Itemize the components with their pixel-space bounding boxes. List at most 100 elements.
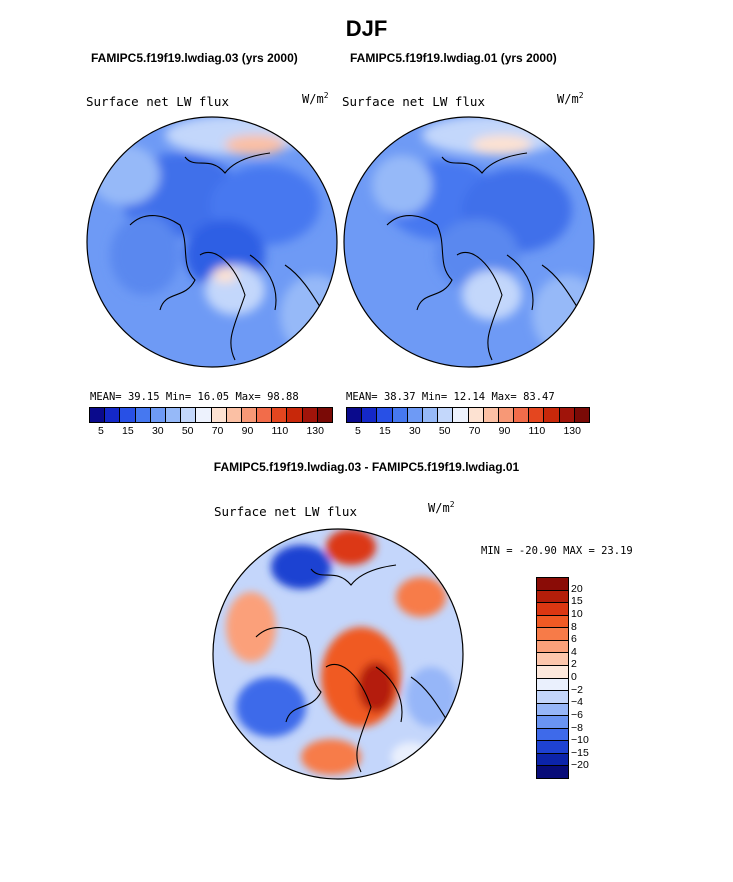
panel1-colorbar-ticks: 5 15 30 50 70 90 110 130 (98, 425, 324, 437)
panel1-colorbar-swatch (241, 408, 258, 422)
panel1-units: W/m2 (302, 91, 329, 106)
panel2-coastline-america (386, 215, 453, 311)
panel2-colorbar-swatch (498, 408, 515, 422)
panel2-colorbar-tick: 5 (355, 425, 361, 437)
diff-coastline-europe (375, 666, 403, 723)
diff-colorbar-swatch (537, 703, 568, 717)
panel1-polar-map (86, 116, 338, 368)
panel2-variable-label: Surface net LW flux (342, 94, 485, 109)
diff-polar-map (212, 528, 464, 780)
diff-colorbar-swatch (537, 766, 568, 778)
panel2-colorbar-swatch (438, 408, 454, 422)
panel2-warm-band (472, 135, 532, 155)
diff-colorbar-swatch (537, 628, 568, 641)
diff-near-zero-south (391, 742, 431, 772)
panel1-colorbar-swatch (272, 408, 288, 422)
diff-colorbar-swatch (537, 615, 568, 629)
diff-positive-east (396, 577, 446, 617)
diff-colorbar-swatch (537, 578, 568, 591)
panel1-colorbar-tick: 30 (151, 425, 164, 437)
panel1-warm-band (225, 135, 285, 155)
diff-coastline-east-asia (310, 564, 397, 586)
diff-strong-positive-north (326, 529, 376, 565)
diff-colorbar-swatch (537, 753, 568, 767)
diff-colorbar-label: 6 (571, 633, 577, 646)
panel1-colorbar-tick: 110 (271, 425, 289, 437)
panel2-colorbar-tick: 30 (408, 425, 421, 437)
panel1-colorbar-swatch (90, 408, 106, 422)
panel1-coastline-greenland (199, 252, 246, 361)
panel2-greenland-field (462, 270, 522, 320)
diff-colorbar-swatch (537, 665, 568, 679)
diff-colorbar-label: 10 (571, 607, 583, 620)
panel1-colorbar-tick: 5 (98, 425, 104, 437)
panel1-colorbar-tick: 15 (122, 425, 134, 437)
panel1-coastline-east-asia (184, 152, 271, 174)
diff-colorbar-swatch (537, 678, 568, 692)
panel1-colorbar-swatch (226, 408, 242, 422)
diff-colorbar-swatch (537, 603, 568, 616)
panel2-run-title: FAMIPC5.f19f19.lwdiag.01 (yrs 2000) (350, 51, 557, 65)
panel2-coastline-east-asia (441, 152, 528, 174)
panel2-map-border (343, 116, 595, 368)
panel2-colorbar-swatch (514, 408, 530, 422)
panel1-colorbar-swatch (181, 408, 197, 422)
panel2-colorbar-swatch (377, 408, 393, 422)
panel1-canada-field (110, 215, 180, 295)
panel2-colorbar-swatch (362, 408, 378, 422)
diff-coastline-greenland (325, 664, 372, 773)
panel1-stats: MEAN= 39.15 Min= 16.05 Max= 98.88 (90, 391, 299, 403)
panel2-colorbar-swatch (559, 408, 575, 422)
diff-colorbar-label: −4 (571, 696, 583, 709)
diff-colorbar-label: −10 (571, 734, 589, 747)
panel1-warm-patch (213, 267, 237, 283)
diff-colorbar-label: 8 (571, 620, 577, 633)
panel1-colorbar-tick: 90 (241, 425, 254, 437)
panel1-coastline-america (129, 215, 196, 311)
panel1-colorbar-swatch (211, 408, 227, 422)
panel1-colorbar-swatch (120, 408, 136, 422)
panel2-pacific-west-field (372, 155, 432, 215)
panel2-colorbar-swatch (468, 408, 484, 422)
panel2-colorbar-swatch (392, 408, 408, 422)
diff-variable-label: Surface net LW flux (214, 504, 357, 519)
panel1-colorbar-swatch (302, 408, 318, 422)
panel1-colorbar-swatch (317, 408, 332, 422)
panel1-colorbar-tick: 70 (211, 425, 224, 437)
diff-colorbar-label: −15 (571, 746, 589, 759)
panel2-coastlines (386, 152, 583, 361)
diff-colorbar-label: 4 (571, 645, 577, 658)
panel2-coastline-greenland (456, 252, 503, 361)
diff-colorbar-swatch (537, 653, 568, 666)
diff-colorbar-label: −6 (571, 708, 583, 721)
panel2-colorbar-ticks: 5 15 30 50 70 90 110 130 (355, 425, 581, 437)
panel1-pacific-west-field (90, 145, 160, 205)
panel2-colorbar-swatch (422, 408, 439, 422)
diff-colorbar-label: −2 (571, 683, 583, 696)
diff-colorbar-label: 0 (571, 671, 577, 683)
diff-strong-negative-north (271, 545, 331, 589)
panel1-colorbar-tick: 50 (181, 425, 194, 437)
panel2-units: W/m2 (557, 91, 584, 106)
diff-peak-positive (358, 662, 394, 712)
diff-colorbar-labels: 20 15 10 8 6 4 2 0 −2 −4 −6 −8 −10 −15 −20 (571, 577, 611, 779)
diff-coastlines (255, 564, 452, 773)
panel2-polar-map (343, 116, 595, 368)
diff-map-border (212, 528, 464, 780)
panel1-colorbar-swatch (135, 408, 151, 422)
diff-colorbar-swatch (537, 716, 568, 729)
panel2-colorbar-tick: 110 (528, 425, 546, 437)
panel1-colorbar-swatch (257, 408, 273, 422)
panel1-map-border (86, 116, 338, 368)
panel1-coastlines (129, 152, 326, 361)
diff-negative-southwest (236, 677, 306, 737)
diff-colorbar-swatch (537, 728, 568, 742)
diff-colorbar-swatch (537, 741, 568, 754)
diff-positive-south (301, 739, 361, 775)
panel2-stats: MEAN= 38.37 Min= 12.14 Max= 83.47 (346, 391, 555, 403)
figure-title: DJF (345, 16, 388, 41)
panel1-coastline-europe (249, 254, 277, 311)
diff-positive-west (226, 592, 276, 662)
panel2-colorbar-swatch (574, 408, 589, 422)
panel1-colorbar-swatch (165, 408, 182, 422)
